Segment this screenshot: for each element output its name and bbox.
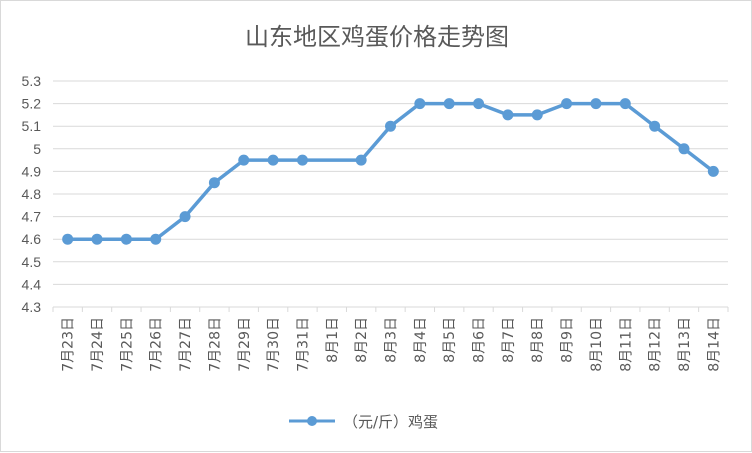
- data-point: [707, 165, 719, 177]
- x-tick-label: 8月9日: [560, 317, 576, 363]
- y-tick-label: 4.8: [22, 186, 42, 202]
- data-point: [414, 98, 426, 110]
- y-tick-label: 4.4: [22, 276, 42, 292]
- legend: （元/斤）鸡蛋: [289, 413, 438, 431]
- data-point: [355, 154, 367, 166]
- x-tick-label: 8月3日: [384, 317, 400, 363]
- data-point: [91, 233, 103, 245]
- y-tick-label: 5: [33, 141, 41, 157]
- data-point: [150, 233, 162, 245]
- x-tick-label: 8月12日: [648, 317, 664, 372]
- data-point: [531, 109, 543, 121]
- x-tick-label: 8月8日: [530, 317, 546, 363]
- series-line: [67, 101, 715, 241]
- grid-layer: [53, 80, 728, 308]
- data-point: [238, 154, 250, 166]
- x-tick-label: 8月4日: [413, 317, 429, 363]
- data-point: [502, 109, 514, 121]
- data-point: [619, 98, 631, 110]
- x-tick-label: 8月2日: [354, 317, 370, 363]
- data-point: [208, 177, 220, 189]
- data-point: [179, 211, 191, 223]
- y-tick-label: 4.3: [22, 299, 42, 315]
- x-tick-label: 8月7日: [501, 317, 517, 363]
- data-point: [296, 154, 308, 166]
- x-tick-label: 7月25日: [119, 317, 135, 372]
- x-tick-label: 8月13日: [677, 317, 693, 372]
- x-tick-label: 7月27日: [178, 317, 194, 372]
- x-tick-label: 8月10日: [589, 317, 605, 372]
- data-point: [62, 233, 74, 245]
- data-point: [678, 143, 690, 155]
- y-tick-label: 5.3: [22, 73, 42, 89]
- x-tick-label: 8月1日: [325, 317, 341, 363]
- data-point: [473, 98, 485, 110]
- x-tick-label: 7月23日: [61, 317, 77, 372]
- data-point: [561, 98, 573, 110]
- x-tick-label: 7月24日: [90, 317, 106, 372]
- x-tick-label: 7月30日: [266, 317, 282, 372]
- y-tick-label: 4.5: [22, 254, 42, 270]
- data-point: [385, 120, 396, 132]
- y-tick-label: 5.1: [22, 118, 42, 134]
- data-point: [649, 120, 661, 132]
- legend-label: （元/斤）鸡蛋: [343, 413, 438, 431]
- chart-title: 山东地区鸡蛋价格走势图: [245, 23, 509, 51]
- x-tick-label: 7月28日: [207, 317, 223, 372]
- legend-point-marker: [307, 416, 317, 426]
- x-tick-label: 8月14日: [706, 317, 722, 372]
- series-layer: [62, 98, 719, 245]
- y-tick-label: 4.6: [22, 231, 42, 247]
- y-axis-tick-labels: 5.3 5.2 5.1 5 4.9 4.8 4.7 4.6 4.5 4.4 4.3: [22, 73, 42, 315]
- data-point: [590, 98, 602, 110]
- x-axis-tick-labels: 7月23日 7月24日 7月25日 7月26日 7月27日 7月28日 7月29日 7月30日…: [52, 307, 729, 372]
- y-tick-label: 5.2: [22, 96, 42, 112]
- x-tick-label: 8月11日: [618, 317, 634, 372]
- y-tick-label: 4.9: [22, 163, 42, 179]
- x-tick-label: 7月31日: [295, 317, 311, 372]
- x-tick-label: 7月29日: [237, 317, 253, 372]
- data-point: [267, 154, 279, 166]
- data-point: [443, 98, 455, 110]
- data-point: [120, 233, 132, 245]
- y-tick-label: 4.7: [22, 209, 42, 225]
- x-tick-label: 8月5日: [442, 317, 458, 363]
- x-tick-label: 8月6日: [472, 317, 488, 363]
- x-tick-label: 7月26日: [149, 317, 165, 372]
